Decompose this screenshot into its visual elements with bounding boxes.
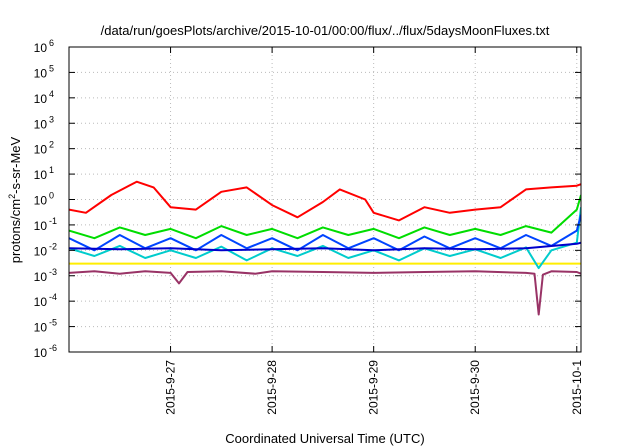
y-tick-label: 10 -4 bbox=[34, 292, 57, 309]
y-axis-label-prefix: protons/cm bbox=[8, 199, 23, 263]
y-tick-exponent: 3 bbox=[49, 114, 54, 124]
x-tick-label: 2015-9-30 bbox=[468, 360, 482, 415]
x-axis: 2015-9-27 2015-9-28 2015-9-29 2015-9-30 2015… bbox=[164, 47, 584, 415]
y-tick-label: 10 2 bbox=[34, 140, 54, 157]
y-tick-exponent: 0 bbox=[49, 191, 54, 201]
series-line-6 bbox=[69, 241, 581, 252]
y-axis-label: protons/cm2-s-sr-MeV bbox=[7, 136, 23, 263]
y-tick-label: 10 0 bbox=[34, 191, 54, 208]
y-axis-label-sup: 2 bbox=[7, 194, 17, 199]
series-line-7 bbox=[69, 180, 581, 222]
y-tick-exponent: -5 bbox=[49, 318, 57, 328]
y-tick-label: 10 -5 bbox=[34, 318, 57, 335]
y-tick-label: 10 -2 bbox=[34, 241, 57, 258]
y-tick-exponent: 4 bbox=[49, 89, 54, 99]
x-tick-label: 2015-10-1 bbox=[570, 360, 584, 415]
y-tick-exponent: -2 bbox=[49, 241, 57, 251]
y-tick-label: 10 3 bbox=[34, 114, 54, 131]
y-tick-exponent: -4 bbox=[49, 292, 57, 302]
y-tick-exponent: -1 bbox=[49, 216, 57, 226]
x-tick-label: 2015-9-28 bbox=[265, 360, 279, 415]
y-tick-label: 10 -1 bbox=[34, 216, 57, 233]
y-tick-exponent: 5 bbox=[49, 63, 54, 73]
y-tick-label: 10 5 bbox=[34, 63, 54, 80]
y-tick-exponent: -6 bbox=[49, 343, 57, 353]
y-axis: 10 -610 -510 -410 -310 -210 -110 010 110 210 310 41… bbox=[34, 38, 581, 360]
y-tick-exponent: 6 bbox=[49, 38, 54, 48]
x-axis-label: Coordinated Universal Time (UTC) bbox=[225, 431, 424, 446]
y-tick-label: 10 6 bbox=[34, 38, 54, 55]
x-tick-label: 2015-9-27 bbox=[164, 360, 178, 415]
y-tick-exponent: 1 bbox=[49, 165, 54, 175]
series-lines bbox=[69, 180, 581, 316]
y-axis-label-suffix: -s-sr-MeV bbox=[8, 136, 23, 193]
series-line-3 bbox=[69, 207, 581, 270]
series-line-2 bbox=[69, 270, 581, 316]
y-tick-label: 10 -3 bbox=[34, 267, 57, 284]
chart-title: /data/run/goesPlots/archive/2015-10-01/0… bbox=[101, 23, 550, 38]
y-tick-exponent: 2 bbox=[49, 140, 54, 150]
y-tick-label: 10 4 bbox=[34, 89, 54, 106]
y-tick-label: 10 1 bbox=[34, 165, 54, 182]
x-tick-label: 2015-9-29 bbox=[367, 360, 381, 415]
series-line-4 bbox=[69, 214, 581, 252]
y-tick-label: 10 -6 bbox=[34, 343, 57, 360]
y-tick-exponent: -3 bbox=[49, 267, 57, 277]
series-line-5 bbox=[69, 194, 581, 240]
